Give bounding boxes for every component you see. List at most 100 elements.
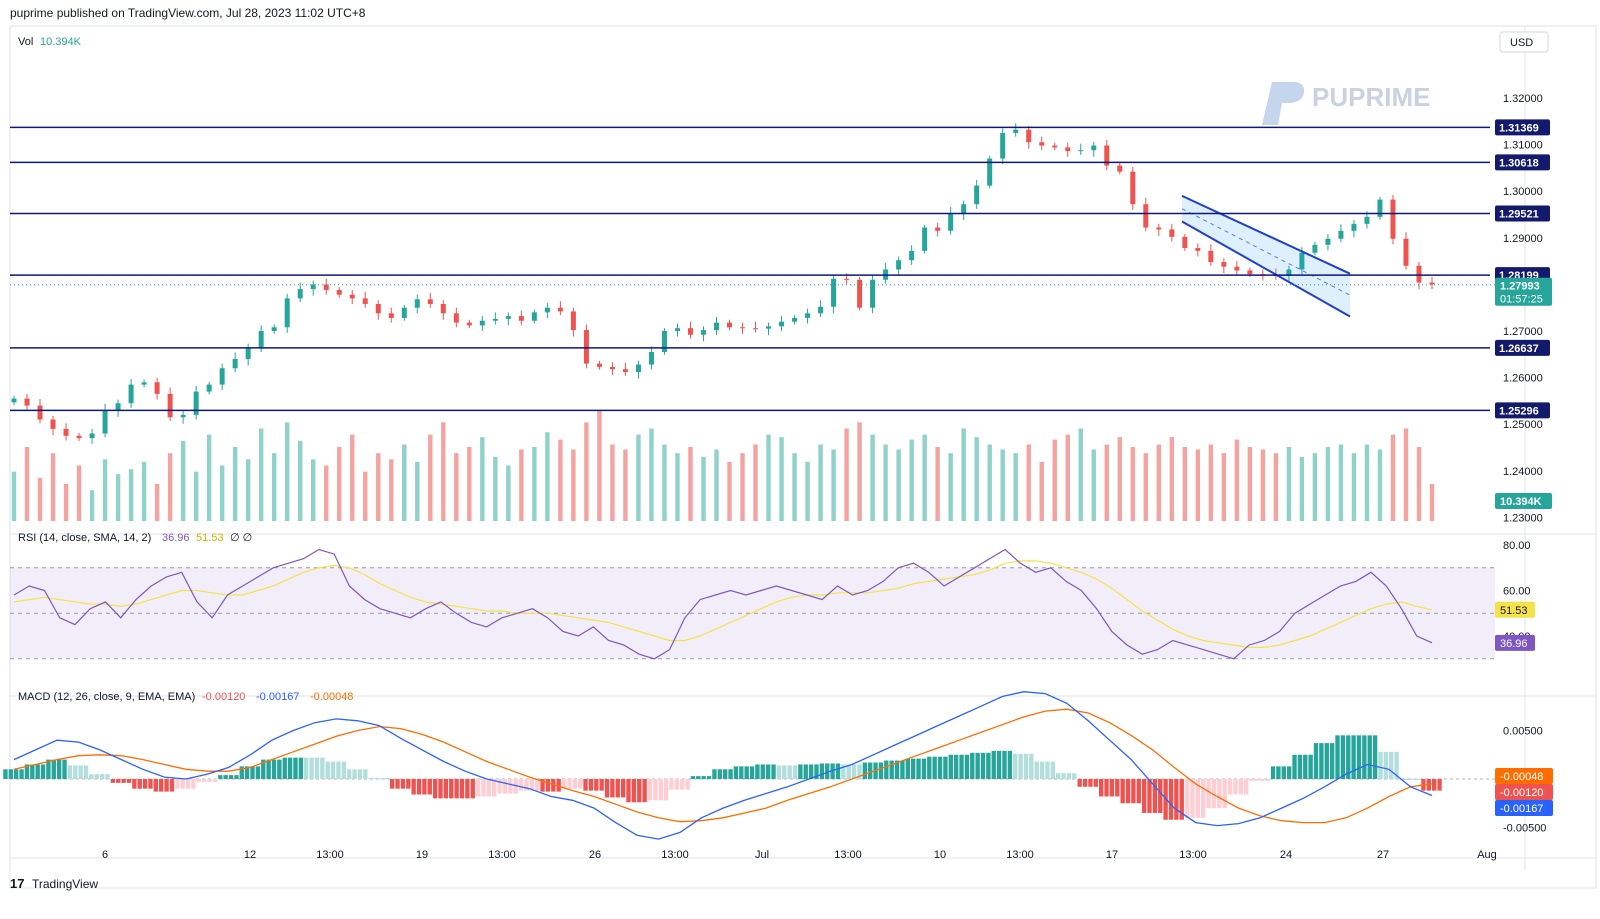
macd-histogram-bar (916, 758, 921, 779)
candle-body (531, 312, 537, 321)
macd-histogram-bar (1378, 751, 1383, 779)
channel-lower-line (1181, 220, 1351, 318)
currency-label: USD (1510, 37, 1533, 49)
time-tick-label: 17 (1106, 849, 1118, 861)
price-tick-label: 1.29000 (1503, 233, 1543, 245)
macd-histogram-bar (223, 775, 228, 779)
volume-bar (558, 439, 563, 521)
volume-bar (271, 453, 277, 521)
macd-histogram-bar (1303, 754, 1308, 779)
volume-bar (63, 484, 69, 521)
macd-histogram-bar (782, 765, 787, 779)
macd-histogram-bar (1276, 766, 1281, 779)
macd-histogram-bar (384, 778, 389, 780)
macd-histogram-bar (137, 779, 142, 789)
level-tag (1495, 154, 1550, 171)
volume-bar (649, 428, 654, 521)
candle-body (1390, 199, 1396, 239)
macd-histogram-bar (1195, 779, 1201, 818)
macd-histogram-bar (1313, 743, 1319, 779)
volume-bar (909, 439, 914, 521)
candle-body (167, 393, 173, 418)
macd-histogram-bar (814, 764, 819, 779)
candle-body (740, 327, 746, 329)
candle-body (453, 313, 459, 323)
currency-badge[interactable]: USD (1499, 31, 1549, 53)
macd-histogram-bar (604, 779, 610, 798)
candle-body (661, 331, 667, 352)
volume-bar (376, 453, 381, 521)
macd-histogram-bar (717, 769, 722, 779)
time-tick-label: 13:00 (1006, 849, 1034, 861)
macd-histogram-bar (352, 769, 357, 779)
macd-histogram-bar (1319, 743, 1324, 779)
volume-bar (1130, 447, 1135, 521)
macd-histogram-bar (1174, 779, 1179, 820)
macd-histogram-bar (1072, 773, 1077, 779)
macd-histogram-bar (218, 775, 223, 779)
candle-body (648, 351, 654, 365)
rsi-sma-line (13, 560, 1433, 649)
macd-histogram-bar (1356, 735, 1362, 779)
macd-histogram-bar (1104, 779, 1109, 797)
macd-histogram-bar (459, 779, 465, 799)
channel-upper-line (1181, 194, 1351, 275)
macd-histogram-bar (1367, 735, 1372, 779)
macd-histogram-bar (1211, 779, 1217, 809)
macd-histogram-bar (314, 757, 320, 779)
candle-body (831, 278, 837, 307)
macd-histogram-bar (1136, 779, 1141, 804)
tradingview-footer[interactable]: 17 TradingView (10, 876, 98, 891)
descending-channel[interactable] (1181, 194, 1351, 318)
time-tick-label: Jul (755, 849, 769, 861)
macd-histogram-bar (1372, 735, 1378, 779)
macd-histogram-bar (196, 779, 201, 782)
macd-histogram-bar (851, 764, 857, 779)
macd-histogram-bar (325, 761, 330, 779)
candle-body (1351, 223, 1357, 231)
macd-histogram-bar (631, 779, 637, 803)
candle-body (974, 185, 980, 205)
macd-histogram-bar (599, 779, 604, 791)
volume-bar (1312, 453, 1318, 521)
macd-histogram-bar (1233, 779, 1238, 795)
volume-bar (1195, 449, 1201, 521)
level-tag-label: 1.29521 (1499, 209, 1539, 221)
macd-histogram-bar (991, 750, 996, 779)
rsi-extra: ∅ ∅ (230, 532, 252, 544)
candle-body (323, 284, 329, 290)
support-resistance-levels[interactable]: 1.313691.306181.295211.281991.266371.252… (10, 119, 1550, 419)
macd-histogram-bar (110, 779, 116, 783)
macd-histogram-bar (212, 779, 218, 782)
macd-histogram-bar (771, 764, 776, 779)
macd-histogram-bar (266, 759, 271, 779)
macd-histogram-bar (191, 779, 196, 789)
macd-histogram-bar (234, 775, 239, 779)
macd-histogram-bar (776, 765, 782, 779)
candle-body (700, 330, 706, 335)
tradingview-logo-icon: 17 (10, 876, 24, 891)
macd-histogram-bar (910, 758, 916, 779)
macd-tag-label: -0.00120 (1500, 787, 1543, 799)
macd-histogram-bar (658, 779, 663, 801)
macd-histogram-bar (1168, 779, 1174, 820)
volume-bar (1338, 444, 1344, 521)
macd-histogram-bar (1324, 743, 1329, 779)
macd-histogram-bar (309, 757, 314, 779)
macd-histogram-bar (250, 766, 255, 779)
macd-histogram-bar (1056, 773, 1061, 779)
macd-histogram-bar (142, 779, 148, 789)
macd-histogram-bar (51, 759, 56, 779)
macd-histogram-bar (1098, 779, 1104, 797)
candle-body (1156, 227, 1162, 230)
price-tick-label: 1.31000 (1503, 140, 1543, 152)
candle-body (492, 318, 498, 321)
candle-body (713, 322, 719, 331)
macd-histogram-bar (749, 766, 755, 779)
macd-histogram-bar (787, 765, 792, 779)
candle-body (245, 347, 251, 359)
candle-body (1286, 269, 1292, 277)
macd-histogram-bar (1394, 751, 1399, 779)
